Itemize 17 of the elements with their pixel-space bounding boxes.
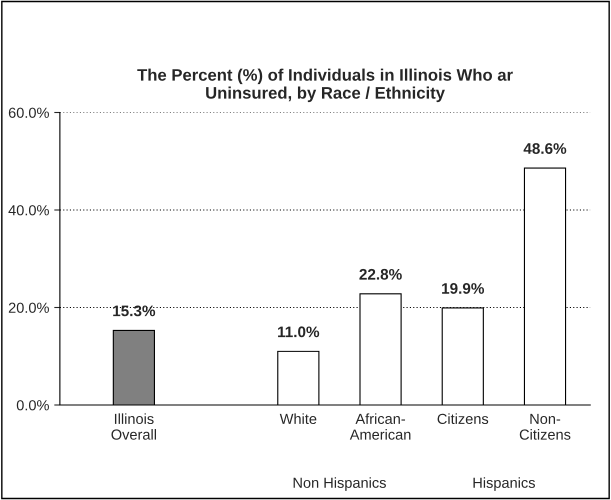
x-tick-label: Citizens: [438, 413, 488, 424]
x-tick-label: Non- Citizens: [520, 414, 570, 440]
x-tick-label: White: [280, 413, 316, 424]
text: Hispanics: [473, 477, 535, 491]
data-label: 48.6%: [524, 143, 566, 154]
y-tick-label: 40.0%: [8, 205, 49, 216]
y-tick-label: 60.0%: [8, 108, 49, 118]
text: Non Hispanics: [294, 477, 386, 491]
data-label: 11.0%: [278, 326, 320, 338]
y-tick-label: 0.0%: [16, 400, 49, 410]
x-tick-label: African- American: [350, 413, 410, 440]
x-tick-label: Illinois Overall: [111, 413, 156, 440]
data-label: 22.8%: [359, 268, 402, 280]
chart-title: The Percent (%) of Individuals in Illinois Who ar Uninsured, by Race / Ethnicity: [137, 68, 513, 102]
data-label: 19.9%: [442, 283, 484, 294]
y-tick-label: 20.0%: [8, 302, 49, 313]
data-label: 15.3%: [113, 305, 156, 316]
